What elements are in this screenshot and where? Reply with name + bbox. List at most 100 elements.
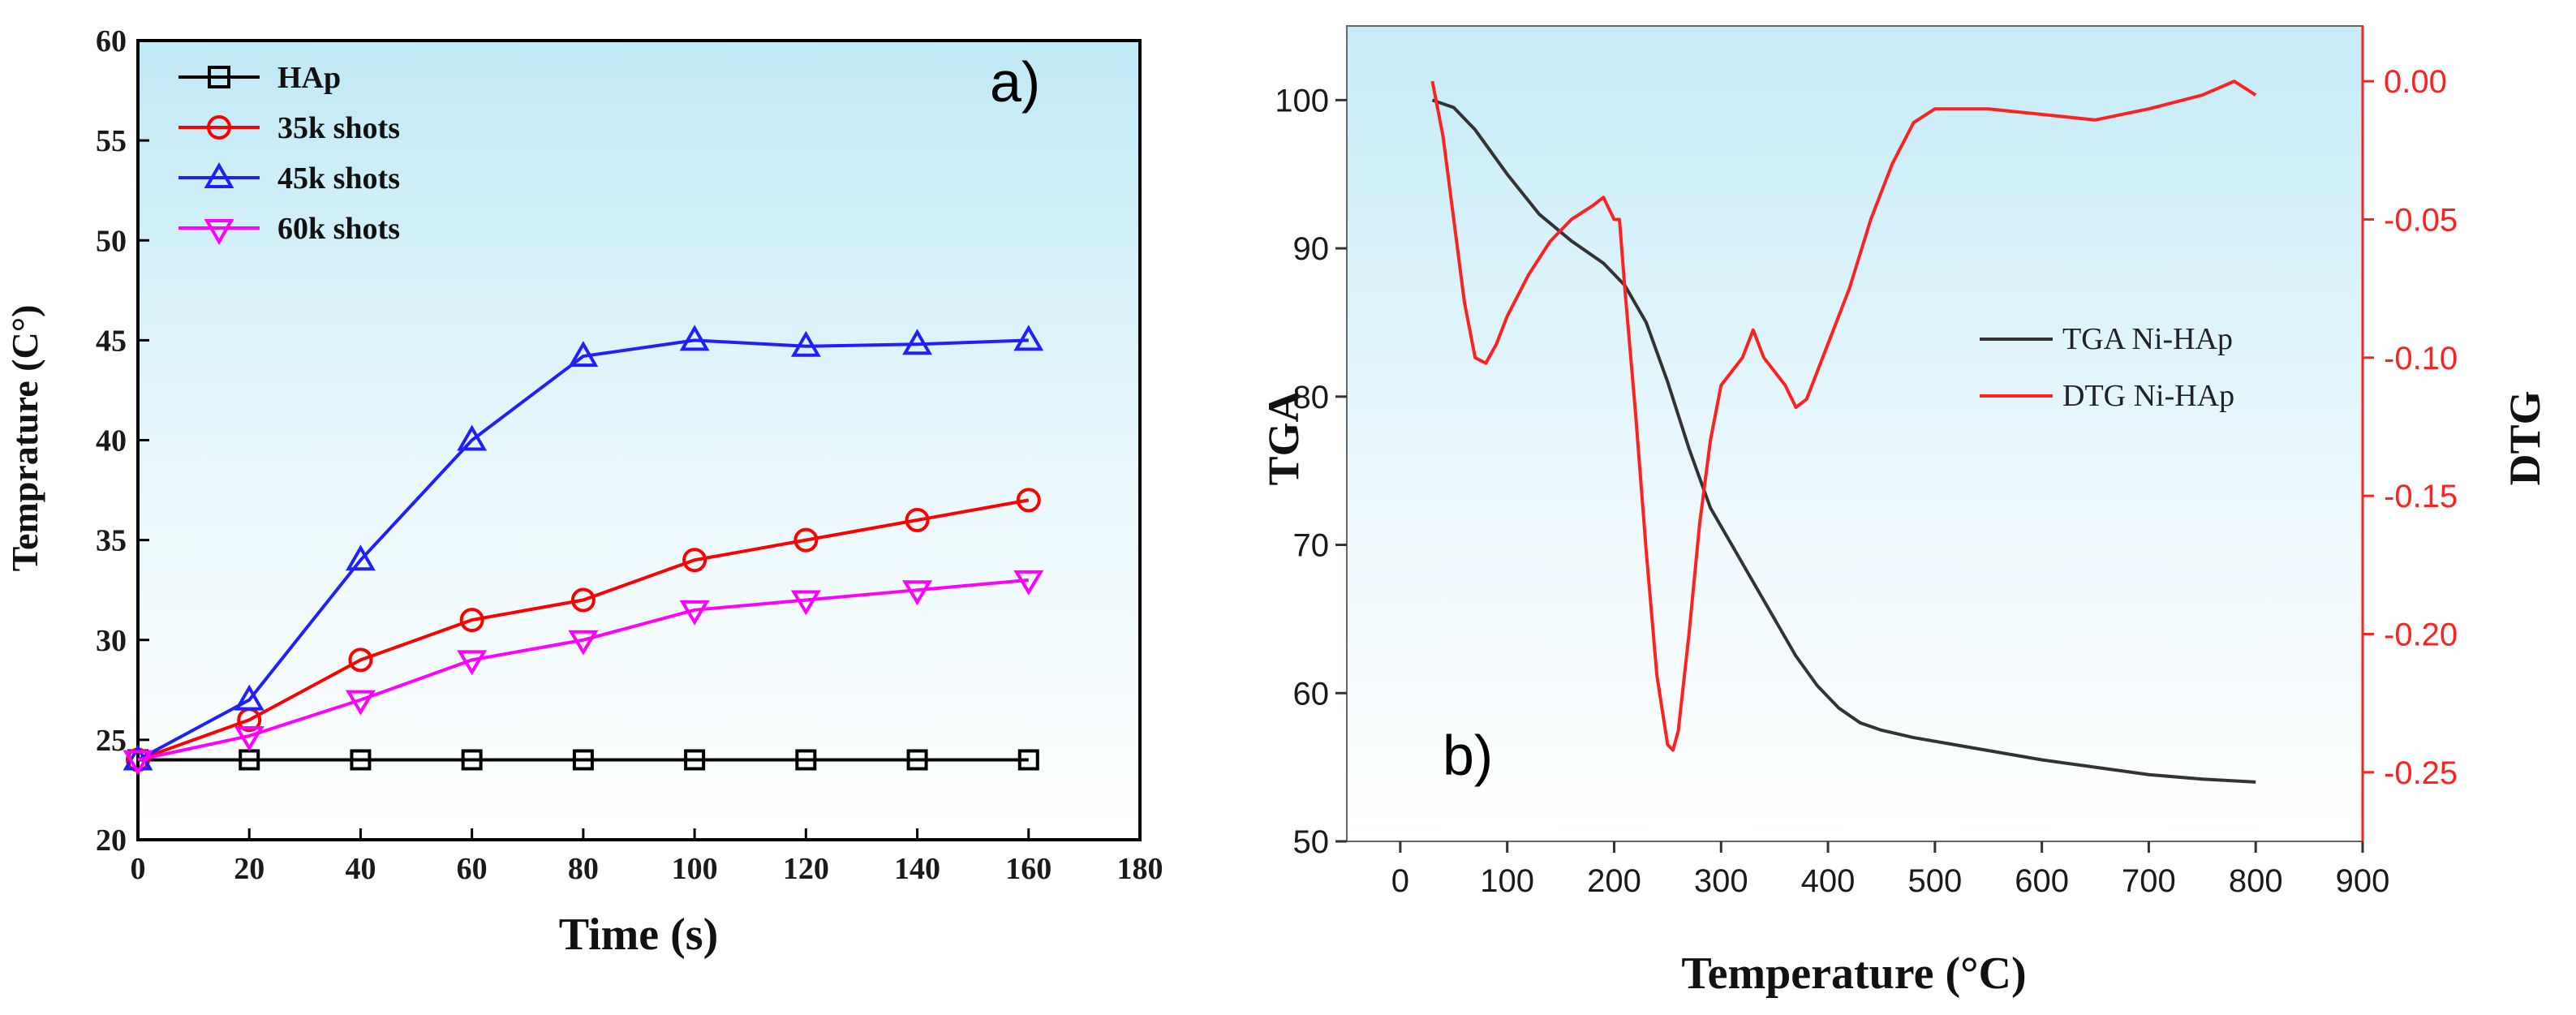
chart-b-legend: TGA Ni-HAp DTG Ni-HAp [1980, 322, 2234, 413]
x-tick-label: 120 [783, 852, 829, 886]
chart-b-ticks: 0 100 200 300 400 500 600 700 800 900 50 60 70 80 90 10… [1275, 64, 2458, 899]
data-point [459, 608, 484, 633]
legend-item-dtg: DTG Ni-HAp [1980, 379, 2234, 413]
data-point [793, 527, 819, 553]
series-line [137, 578, 1029, 762]
chart-b-series [1430, 80, 2257, 784]
data-point [568, 341, 599, 368]
x-tick-label: 800 [2229, 863, 2283, 899]
series-line [137, 338, 1029, 762]
y-tick-label: 45 [96, 324, 127, 358]
legend-item-35k: 35k shots [178, 111, 400, 145]
x-tick-label: 180 [1117, 852, 1163, 886]
data-point [684, 749, 706, 771]
chart-a-series [123, 325, 1044, 776]
data-point [902, 580, 933, 606]
y-tick-label: 90 [1293, 231, 1330, 267]
data-point [682, 548, 707, 573]
y-tick-label: 50 [96, 224, 127, 258]
chart-a-legend: HAp 35k shots 45k shots 60k shots [178, 61, 400, 246]
panel-label-b: b) [1443, 724, 1493, 787]
legend-label-tga: TGA Ni-HAp [2062, 322, 2233, 356]
chart-a-ticks: 0 20 40 60 80 100 120 140 160 1802025303540455055… [96, 24, 1163, 886]
x-tick-label: 600 [2015, 863, 2069, 899]
x-tick-label: 40 [345, 852, 376, 886]
y-tick-label: 40 [96, 424, 127, 458]
y-tick-label: 30 [96, 624, 127, 658]
x-tick-label: 160 [1005, 852, 1051, 886]
legend-label-dtg: DTG Ni-HAp [2062, 379, 2234, 413]
x-tick-label: 100 [672, 852, 718, 886]
legend-item-hap: HAp [178, 61, 341, 95]
data-point [457, 650, 488, 676]
x-tick-label: 20 [234, 852, 264, 886]
y2-tick-label: -0.10 [2384, 341, 2458, 376]
y-tick-label: 60 [96, 24, 127, 58]
chart-a-y-axis-title: Temprature (C°) [4, 305, 45, 572]
panel-label-a: a) [990, 50, 1040, 114]
legend-label-35k: 35k shots [277, 111, 400, 145]
y2-tick-label: -0.05 [2384, 202, 2458, 238]
legend-item-60k: 60k shots [178, 212, 400, 246]
x-tick-label: 200 [1587, 863, 1641, 899]
legend-label-60k: 60k shots [277, 212, 400, 246]
data-point [902, 329, 933, 355]
y-tick-label: 25 [96, 724, 127, 758]
data-point [1017, 749, 1039, 771]
data-point [461, 749, 483, 771]
chart-a: 0 20 40 60 80 100 120 140 160 1802025303540455055… [4, 24, 1163, 960]
chart-a-x-axis-title: Time (s) [559, 910, 719, 960]
data-point [350, 749, 372, 771]
x-tick-label: 900 [2336, 863, 2390, 899]
data-point [795, 749, 817, 771]
y-tick-label: 100 [1275, 83, 1329, 118]
x-tick-label: 0 [1391, 863, 1409, 899]
data-point [234, 725, 264, 751]
data-point [572, 749, 594, 771]
x-tick-label: 300 [1694, 863, 1748, 899]
y-tick-label: 80 [1293, 380, 1330, 415]
y-tick-label: 20 [96, 824, 127, 858]
x-tick-label: 0 [131, 852, 146, 886]
data-point [790, 590, 821, 616]
series-35k-shots [126, 488, 1041, 772]
data-point [234, 684, 264, 711]
series-60k-shots [123, 570, 1044, 776]
data-point [1013, 325, 1044, 351]
data-point [679, 325, 710, 351]
legend-item-45k: 45k shots [178, 161, 400, 196]
x-tick-label: 700 [2122, 863, 2176, 899]
data-point [345, 544, 376, 571]
chart-b-x-axis-title: Temperature (°C) [1681, 948, 2026, 999]
y2-tick-label: -0.15 [2384, 479, 2458, 514]
series-line-dtg-ni-hap [1430, 80, 2257, 752]
legend-item-tga: TGA Ni-HAp [1980, 322, 2233, 356]
data-point [570, 587, 596, 613]
y2-tick-label: -0.20 [2384, 617, 2458, 652]
chart-b-y-axis-title: TGA [1259, 390, 1308, 485]
y2-tick-label: -0.25 [2384, 755, 2458, 791]
x-tick-label: 400 [1801, 863, 1856, 899]
data-point [345, 690, 376, 716]
legend-label-45k: 45k shots [277, 161, 400, 196]
data-point [123, 750, 153, 776]
data-point [679, 600, 710, 626]
series-line-tga-ni-hap [1431, 98, 2256, 784]
chart-b-plot-area [1346, 25, 2363, 842]
x-tick-label: 100 [1480, 863, 1534, 899]
y-tick-label: 50 [1293, 824, 1330, 860]
y2-tick-label: 0.00 [2384, 64, 2447, 100]
series-45k-shots [123, 325, 1044, 771]
data-point [905, 508, 930, 532]
legend-label-hap: HAp [277, 61, 341, 95]
data-point [906, 749, 928, 771]
series-line [137, 498, 1030, 762]
data-point [1013, 570, 1044, 596]
data-point [348, 647, 373, 673]
x-tick-label: 80 [568, 852, 599, 886]
data-point [1016, 488, 1041, 513]
chart-b: 0 100 200 300 400 500 600 700 800 900 50 60 70 80 90 10… [1259, 25, 2549, 999]
y-tick-label: 55 [96, 124, 127, 158]
data-point [790, 330, 821, 357]
